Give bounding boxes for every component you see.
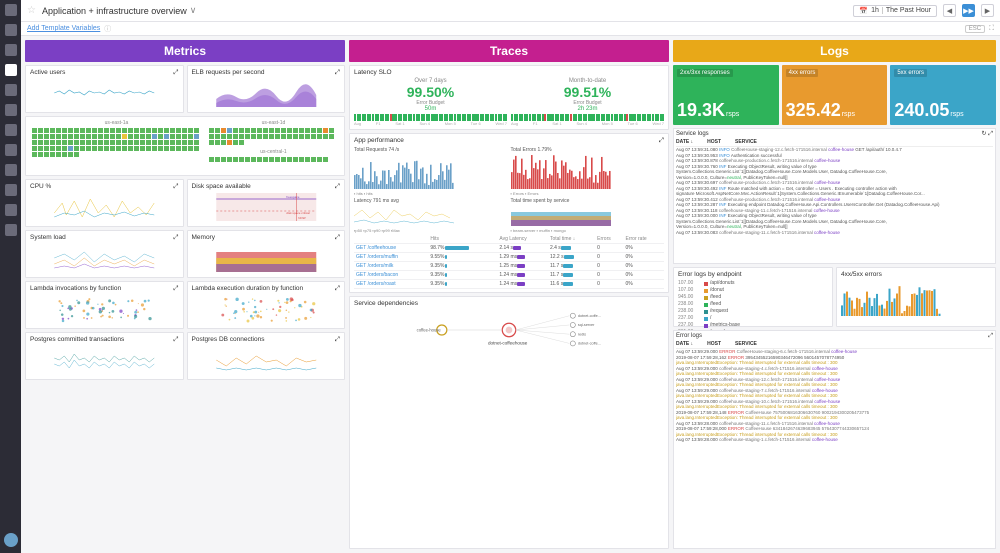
nav-icon-dashboards[interactable] [5, 64, 17, 76]
esc-badge: ESC [965, 25, 985, 33]
panel-postgres-tx[interactable]: Postgres committed transactions⤢ [25, 332, 184, 380]
nav-icon[interactable] [5, 24, 17, 36]
panel-lambda-duration[interactable]: Lambda execution duration by function⤢ [187, 281, 346, 329]
panel-error-logs[interactable]: Error logs⤢ DATE ↓HOSTSERVICE Aug 07 13:… [673, 330, 996, 549]
bignum-bn-o[interactable]: 4xx errors325.42rsps [782, 65, 888, 125]
panel-service-logs[interactable]: Service logs↻ ⤢ DATE ↓HOSTSERVICE Aug 07… [673, 128, 996, 264]
nav-icon[interactable] [5, 44, 17, 56]
panel-postgres-conn[interactable]: Postgres DB connections⤢ [187, 332, 346, 380]
panel-service-deps[interactable]: Service dependencies coffee-house dotnet… [349, 296, 669, 549]
add-template-vars-link[interactable]: Add Template Variables [27, 25, 100, 32]
svg-text:disk space critical: disk space critical [286, 211, 310, 215]
fullscreen-icon[interactable]: ⛶ [989, 25, 994, 33]
traces-column: Traces Latency SLO Over 7 days 99.50% Er… [349, 40, 669, 549]
user-avatar[interactable] [4, 533, 18, 547]
panel-app-perf[interactable]: App performance⤢ Total Requests 74 /s ▪ … [349, 133, 669, 293]
sub-header: Add Template Variables ⓘ ESC ⛶ [21, 22, 1000, 36]
nav-icon[interactable] [5, 164, 17, 176]
panel-elb-requests[interactable]: ELB requests per second⤢ [187, 65, 346, 113]
svg-text:coffee-house: coffee-house [417, 328, 442, 333]
svg-text:freespace: freespace [286, 195, 300, 199]
help-icon[interactable]: ⓘ [104, 24, 111, 34]
nav-icon[interactable] [5, 184, 17, 196]
panel-disk[interactable]: Disk space available⤢ freespacedisk spac… [187, 179, 346, 227]
header-bar: ☆ Application + infrastructure overview … [21, 0, 1000, 22]
nav-icon[interactable] [5, 144, 17, 156]
star-icon[interactable]: ☆ [27, 5, 36, 16]
logs-column: Logs 2xx/3xx responses19.3Krsps4xx error… [673, 40, 996, 549]
panel-error-by-endpoint[interactable]: Error logs by endpoint 107.00/api/donuts… [673, 267, 833, 327]
panel-lambda-invocations[interactable]: Lambda invocations by function⤢ [25, 281, 184, 329]
svg-text:dotnet-coffe...: dotnet-coffe... [578, 342, 601, 346]
logs-header: Logs [673, 40, 996, 62]
dashboard-title[interactable]: Application + infrastructure overview ∨ [42, 5, 196, 16]
logo-icon[interactable] [5, 4, 17, 16]
nav-icon[interactable] [5, 224, 17, 236]
bignum-bn-g[interactable]: 2xx/3xx responses19.3Krsps [673, 65, 779, 125]
svg-text:redis: redis [578, 332, 586, 336]
nav-icon[interactable] [5, 84, 17, 96]
svg-text:dotnet-coffe...: dotnet-coffe... [578, 314, 601, 318]
bignum-bn-b[interactable]: 5xx errors240.05rsps [890, 65, 996, 125]
panel-system-load[interactable]: System load⤢ [25, 230, 184, 278]
panel-4xx5xx-chart[interactable]: 4xx/5xx errors [836, 267, 996, 327]
panel-hostmap[interactable]: us-east-1a us-east-1d us-central-1 [25, 116, 345, 176]
svg-text:dotnet-coffeehouse: dotnet-coffeehouse [488, 340, 528, 345]
panel-memory[interactable]: Memory⤢ [187, 230, 346, 278]
metrics-column: Metrics Active users⤢ ELB requests per s… [25, 40, 345, 549]
panel-cpu[interactable]: CPU %⤢ [25, 179, 184, 227]
nav-icon[interactable] [5, 124, 17, 136]
time-picker[interactable]: 📅 1h The Past Hour [853, 5, 937, 17]
nav-icon[interactable] [5, 204, 17, 216]
panel-slo[interactable]: Latency SLO Over 7 days 99.50% Error Bud… [349, 65, 669, 130]
metrics-header: Metrics [25, 40, 345, 62]
prev-button[interactable]: ◀ [943, 4, 956, 17]
nav-icon[interactable] [5, 104, 17, 116]
next-button[interactable]: ▶ [981, 4, 994, 17]
nav-sidebar [0, 0, 21, 553]
svg-text:NOW: NOW [298, 216, 306, 220]
traces-header: Traces [349, 40, 669, 62]
play-button[interactable]: ▶▶ [962, 4, 975, 17]
panel-active-users[interactable]: Active users⤢ [25, 65, 184, 113]
svg-text:sql-server: sql-server [578, 323, 595, 327]
